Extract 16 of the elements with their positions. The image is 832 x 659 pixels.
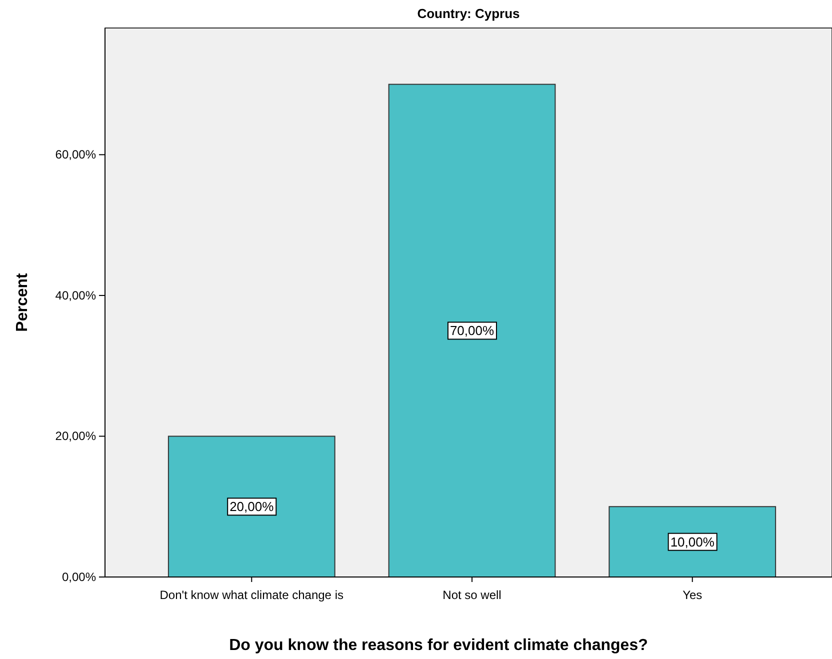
y-tick-label: 0,00% xyxy=(62,570,96,584)
chart-title: Country: Cyprus xyxy=(417,6,520,21)
x-axis-title: Do you know the reasons for evident climate changes? xyxy=(229,637,648,654)
y-tick-label: 60,00% xyxy=(55,148,96,162)
x-tick-label: Don't know what climate change is xyxy=(160,588,344,602)
y-tick-label: 40,00% xyxy=(55,288,96,302)
data-label: 70,00% xyxy=(450,323,494,338)
data-label: 20,00% xyxy=(230,499,274,514)
bar xyxy=(168,436,336,578)
y-axis-title: Percent xyxy=(14,272,31,332)
y-tick-label: 20,00% xyxy=(55,429,96,444)
bar xyxy=(608,506,776,578)
data-label: 10,00% xyxy=(670,534,715,550)
bar xyxy=(388,84,556,578)
x-tick-label: Yes xyxy=(682,588,702,602)
x-tick-label: Not so well xyxy=(442,588,502,602)
